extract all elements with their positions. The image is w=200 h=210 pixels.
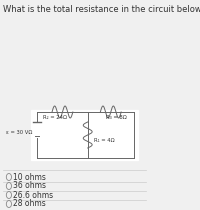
Text: 10 ohms: 10 ohms xyxy=(13,172,46,181)
Text: R₃ = 8Ω: R₃ = 8Ω xyxy=(106,115,127,120)
Polygon shape xyxy=(31,110,138,160)
Text: 26.6 ohms: 26.6 ohms xyxy=(13,190,54,199)
Text: 28 ohms: 28 ohms xyxy=(13,200,46,209)
Text: What is the total resistance in the circuit below?: What is the total resistance in the circ… xyxy=(3,5,200,14)
Text: R₁ = 4Ω: R₁ = 4Ω xyxy=(94,139,115,143)
Text: R₂ = 24Ω: R₂ = 24Ω xyxy=(43,115,67,120)
Text: ε = 30 VΩ: ε = 30 VΩ xyxy=(6,130,33,135)
Text: 36 ohms: 36 ohms xyxy=(13,181,46,190)
